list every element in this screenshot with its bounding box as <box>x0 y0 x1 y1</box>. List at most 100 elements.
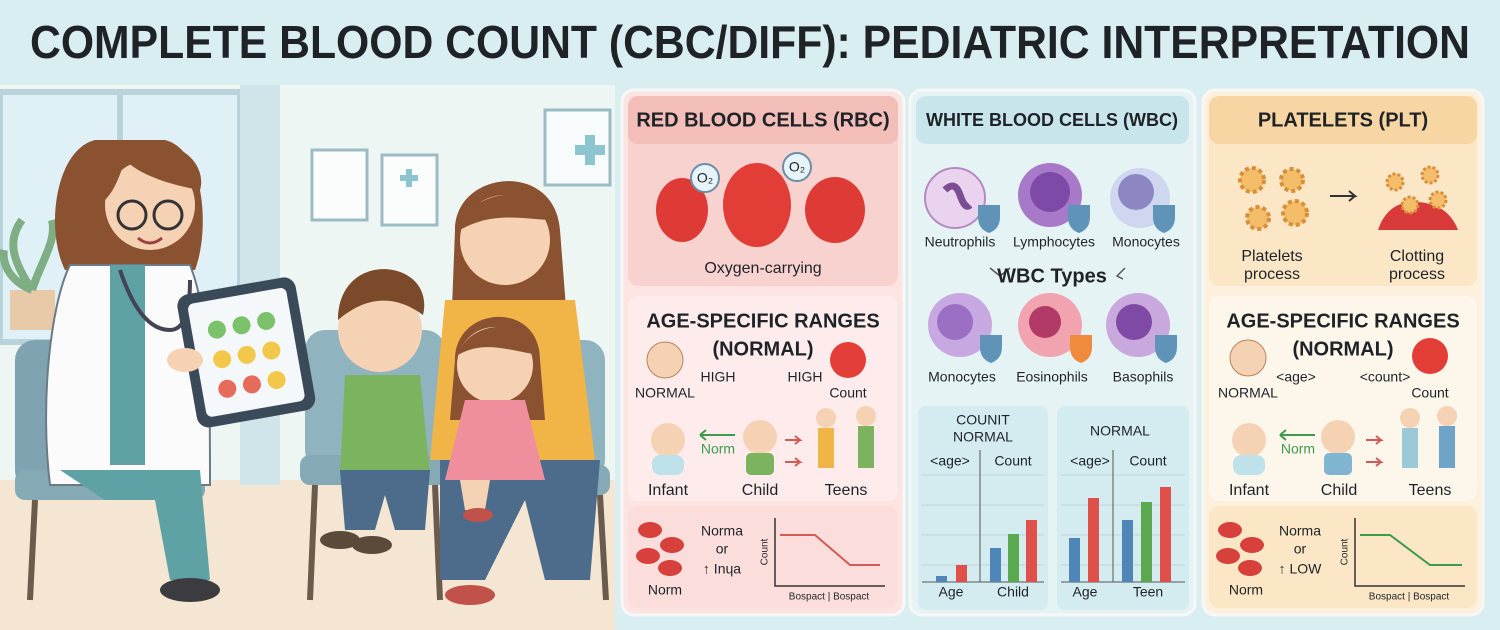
clinic-scene-shape <box>177 277 316 428</box>
wbc-panel-shape <box>1153 205 1175 233</box>
rbc-panel-shape <box>658 560 682 576</box>
clinic-scene-shape-shape <box>242 375 261 394</box>
range-label: Count <box>829 385 866 401</box>
clinic-scene-shape <box>137 236 163 245</box>
x-label: Age <box>939 584 964 600</box>
stage-label: Teens <box>825 482 868 499</box>
rbc-panel-shape <box>805 177 865 243</box>
stage-label: Child <box>1321 482 1357 499</box>
ranges-heading: AGE-SPECIFIC RANGES <box>1226 310 1459 332</box>
plt-panel-shape <box>1279 167 1305 193</box>
rbc-panel-shape <box>780 534 880 566</box>
clinic-scene-shape <box>380 153 439 227</box>
wbc-panel-shape <box>924 167 986 229</box>
clinic-scene-shape <box>60 470 210 580</box>
plt-panel-shape <box>1420 165 1440 185</box>
rbc-panel-shape <box>636 548 660 564</box>
plt-panel-shape <box>1412 338 1448 374</box>
clinic-scene-shape <box>160 578 220 602</box>
rbc-panel-shape <box>652 455 684 475</box>
wbc-panel-shape <box>956 565 967 582</box>
stage-label: Infant <box>1229 482 1270 499</box>
y-axis-label: Count <box>1340 538 1351 565</box>
wbc-panel-shape <box>978 205 1000 233</box>
clinic-scene-shape-shape <box>207 320 226 339</box>
wbc-panel-shape <box>1069 538 1080 582</box>
wbc-panel-shape <box>1068 205 1090 233</box>
rbc-panel-shape <box>785 435 803 467</box>
panel-header: WHITE BLOOD CELLS (WBC) <box>926 110 1178 130</box>
clinic-scene-shape <box>445 585 495 605</box>
plt-panel-shape <box>1232 423 1266 457</box>
step-label: process <box>1389 266 1445 283</box>
trend-legend: Norma <box>1279 523 1321 539</box>
wbc-panel-shape <box>1088 498 1099 582</box>
plt-panel-shape <box>1321 420 1355 454</box>
plt-panel-shape <box>1400 408 1420 428</box>
wbc-panel-shape <box>1070 335 1092 363</box>
clinic-scene-shape <box>340 470 430 530</box>
clinic-scene-shape <box>463 508 493 522</box>
cell-label: Basophils <box>1113 369 1174 385</box>
y-axis-label: Count <box>760 538 771 565</box>
rbc-panel-shape <box>818 428 834 468</box>
cell-label: Monocytes <box>1112 234 1180 250</box>
wbc-panel-shape <box>989 267 1126 280</box>
wbc-panel-shape <box>1122 520 1133 582</box>
trend-legend: or <box>716 541 729 557</box>
wbc-panel: WHITE BLOOD CELLS (WBC) Neutrophils Lymp… <box>908 88 1197 617</box>
rbc-panel-shape <box>656 178 708 242</box>
cell-label: Eosinophils <box>1016 369 1088 385</box>
clinic-scene-shape <box>167 348 203 372</box>
wbc-panel-shape <box>1160 487 1171 582</box>
rbc-panel-shape <box>690 163 720 193</box>
clinic-scene-shape <box>0 217 57 294</box>
clinic-scene-shape <box>338 288 422 372</box>
plt-panel-shape <box>1428 190 1448 210</box>
clinic-scene-shape <box>340 375 430 475</box>
stage-label: Teens <box>1409 482 1452 499</box>
trend-caption: Norm <box>1229 582 1263 598</box>
plt-panel-shape <box>1238 560 1262 576</box>
step-label: process <box>1244 266 1300 283</box>
cell-label: Monocytes <box>928 369 996 385</box>
plt-panel-shape <box>1279 429 1315 441</box>
ranges-heading: (NORMAL) <box>712 338 813 360</box>
wbc-panel-shape <box>1030 172 1070 212</box>
clinic-scene-shape-shape <box>218 379 237 398</box>
plt-panel-shape <box>1330 190 1358 202</box>
clinic-scene-shape <box>10 290 55 330</box>
clinic-scene-shape <box>116 199 148 231</box>
x-axis-label: Bospact | Bospact <box>1369 592 1450 603</box>
rbc-panel-shape <box>699 429 735 441</box>
stage-label: Child <box>742 482 778 499</box>
panel-header: RED BLOOD CELLS (RBC) <box>636 109 889 131</box>
wbc-panel-shape <box>1029 306 1061 338</box>
plt-panel-shape <box>1216 548 1240 564</box>
clinic-scene-shape <box>152 199 184 231</box>
rbc-panel-shape <box>816 408 836 428</box>
plt-panel-shape <box>1245 205 1271 231</box>
x-axis-label: Bospact | Bospact <box>789 592 870 603</box>
step-label: Clotting <box>1390 248 1444 265</box>
rbc-panel-shape <box>651 423 685 457</box>
plt-panel-shape <box>1439 426 1455 468</box>
title: COMPLETE BLOOD COUNT (CBC/DIFF): PEDIATR… <box>30 16 1470 68</box>
wbc-panel-shape <box>937 304 973 340</box>
plt-panel-shape <box>1360 534 1462 566</box>
clinic-scene-shape <box>27 499 38 601</box>
plt-panel-shape <box>1209 506 1477 608</box>
clinic-scene-shape-shape <box>257 311 276 330</box>
range-label: NORMAL <box>1218 385 1278 401</box>
wbc-panel-shape <box>990 548 1001 582</box>
rbc-panel-shape <box>628 506 898 608</box>
clinic-scene-shape <box>432 484 443 601</box>
rbc-panel-shape <box>746 453 774 475</box>
clinic-scene-shape <box>458 326 538 355</box>
wbc-panel-shape <box>922 474 1044 566</box>
clinic-scene-shape <box>575 135 605 165</box>
plt-panel-shape <box>1209 96 1477 144</box>
rbc-panel-shape <box>660 537 684 553</box>
plt-panel-shape <box>1233 455 1265 475</box>
cell-label: Lymphocytes <box>1013 234 1095 250</box>
